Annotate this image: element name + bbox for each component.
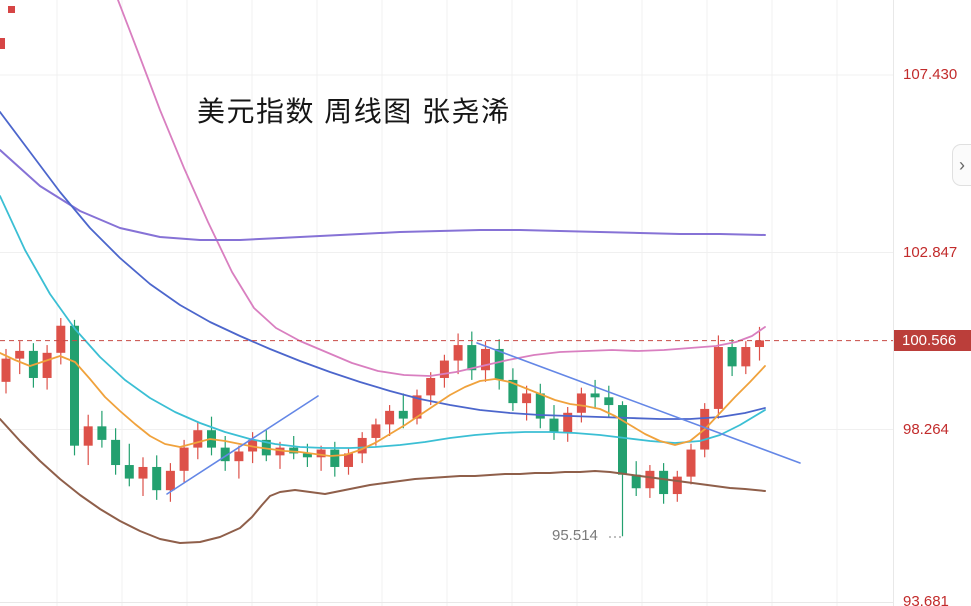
chart-title: 美元指数 周线图 张尧浠 bbox=[197, 96, 511, 127]
chevron-right-icon: › bbox=[959, 154, 965, 175]
price-axis-label: 98.264 bbox=[903, 421, 949, 438]
price-axis-label: 102.847 bbox=[903, 244, 958, 261]
red-marker bbox=[0, 38, 5, 49]
candlestick-chart[interactable] bbox=[0, 0, 893, 606]
chart-canvas[interactable] bbox=[0, 0, 893, 606]
low-price-annotation: 95.514 bbox=[552, 527, 598, 544]
red-marker bbox=[8, 6, 15, 13]
price-axis-label: 93.681 bbox=[903, 593, 949, 606]
price-axis[interactable]: 107.430 102.847 98.264 93.681 100.566 bbox=[893, 0, 971, 606]
price-axis-label: 107.430 bbox=[903, 66, 958, 83]
collapse-panel-button[interactable]: › bbox=[952, 144, 971, 186]
current-price-tag: 100.566 bbox=[894, 330, 971, 351]
